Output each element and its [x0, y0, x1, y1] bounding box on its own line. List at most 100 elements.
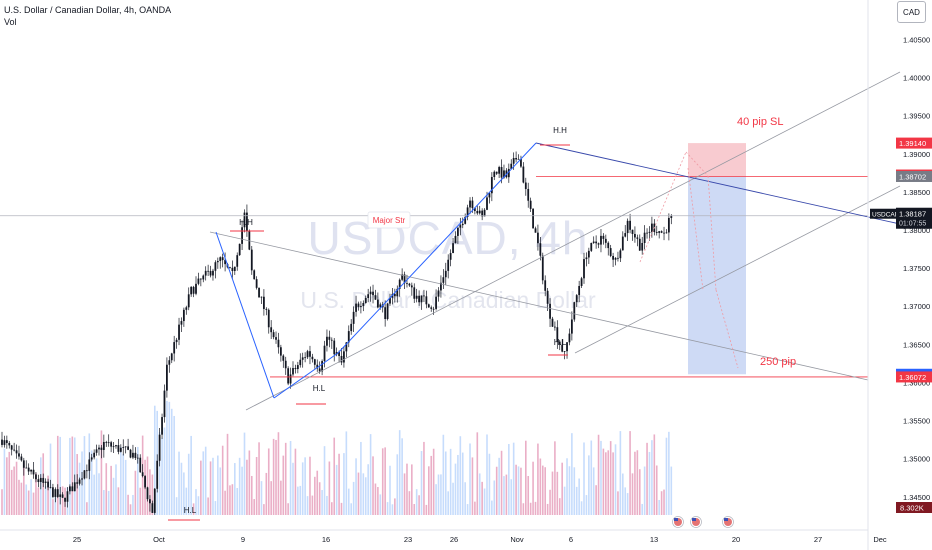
volume-bar [134, 470, 137, 515]
candle-body [570, 319, 573, 334]
candle-body [500, 167, 503, 178]
candle-body [85, 470, 88, 472]
candle-body [81, 478, 83, 480]
candle-body [454, 235, 457, 244]
candle-body [166, 364, 168, 391]
currency-button[interactable]: CAD [897, 1, 926, 23]
volume-bar [32, 492, 35, 515]
candle-body [110, 442, 113, 447]
volume-bar [369, 434, 372, 515]
structure-label[interactable]: H.L [313, 384, 326, 393]
position-zones[interactable] [688, 143, 746, 375]
candle-body [318, 368, 321, 372]
volume-bar [250, 475, 253, 515]
volume-bar [476, 432, 479, 515]
structure-label[interactable]: H.L [554, 338, 567, 347]
volume-bar [338, 453, 340, 515]
x-tick-label: 26 [450, 535, 458, 544]
candle-body [541, 255, 544, 281]
volume-bar [549, 489, 551, 515]
candle-body [275, 337, 277, 340]
volume-bar [372, 456, 374, 515]
candle-body [168, 360, 171, 365]
ascending-channel-lower[interactable] [574, 185, 901, 354]
volume-bar [452, 482, 454, 515]
volume-bar [59, 436, 61, 515]
x-tick-label: Dec [873, 535, 887, 544]
candle-body [158, 434, 161, 461]
candle-body [149, 499, 151, 504]
y-tick-label: 1.39500 [903, 112, 930, 121]
volume-bar [653, 434, 656, 515]
candle-body [369, 291, 372, 295]
volume-bar [534, 501, 537, 515]
structure-line[interactable] [337, 142, 537, 354]
candle-body [241, 227, 243, 244]
volume-bar [510, 479, 513, 515]
volume-bar [347, 488, 350, 515]
candle-body [529, 200, 532, 209]
candle-body [551, 318, 554, 327]
drawings[interactable]: H.H H.L H.H H.L H.L Major Str 40 pip SL 250 pip [0, 71, 901, 521]
structure-label[interactable]: H.H [239, 218, 253, 227]
volume-indicator-label[interactable]: Vol [4, 17, 17, 27]
volume-bar [8, 451, 11, 515]
candle-body [13, 449, 16, 451]
volume-bar [602, 448, 605, 515]
volume-bar [326, 495, 328, 515]
stop-loss-label: 40 pip SL [737, 116, 783, 128]
volume-bar [304, 457, 306, 515]
volume-bar [200, 460, 202, 515]
volume-bar [163, 427, 166, 515]
volume-bar [418, 495, 420, 515]
volume-bar [651, 440, 653, 515]
candle-body [481, 210, 484, 217]
candle-body [517, 158, 520, 160]
ascending-channel-upper[interactable] [245, 71, 901, 411]
projected-path[interactable] [707, 175, 717, 291]
structure-label[interactable]: H.H [553, 126, 567, 135]
volume-bar [3, 448, 6, 515]
volume-bar [23, 463, 25, 515]
volume-bar [294, 448, 297, 515]
candle-body [527, 188, 530, 201]
projected-path[interactable] [715, 289, 739, 369]
lower-trendline[interactable] [209, 231, 869, 381]
candle-body [503, 170, 505, 178]
candle-body [515, 158, 517, 160]
candle-body [263, 296, 265, 309]
structure-line[interactable] [273, 352, 339, 399]
volume-bar [175, 497, 178, 515]
candle-body [609, 248, 612, 256]
candle-body [78, 479, 81, 484]
projected-path[interactable] [685, 151, 709, 177]
x-tick-label: 25 [73, 535, 81, 544]
volume-bars [1, 400, 673, 515]
candle-body [590, 242, 593, 251]
candle-body [25, 467, 28, 469]
volume-bar [246, 459, 248, 515]
candle-body [233, 266, 236, 272]
candle-body [10, 445, 13, 450]
symbol-title[interactable]: U.S. Dollar / Canadian Dollar, 4h, OANDA [4, 5, 172, 15]
candle-body [156, 460, 159, 489]
candle-body [629, 220, 631, 230]
structure-line[interactable] [215, 231, 275, 399]
structure-label[interactable]: H.L [184, 506, 197, 515]
descending-trendline[interactable] [535, 142, 901, 225]
candle-body [284, 360, 287, 369]
candle-body [115, 445, 117, 447]
volume-bar [512, 442, 515, 515]
projected-path[interactable] [687, 167, 704, 291]
candle-body [221, 257, 224, 261]
candle-body [93, 452, 96, 458]
volume-bar [430, 455, 433, 515]
volume-bar [204, 446, 207, 515]
y-tick-label: 1.40500 [903, 35, 930, 44]
volume-bar [406, 463, 408, 515]
volume-bar [362, 473, 365, 515]
projected-path[interactable] [639, 151, 687, 263]
volume-bar [214, 501, 217, 515]
